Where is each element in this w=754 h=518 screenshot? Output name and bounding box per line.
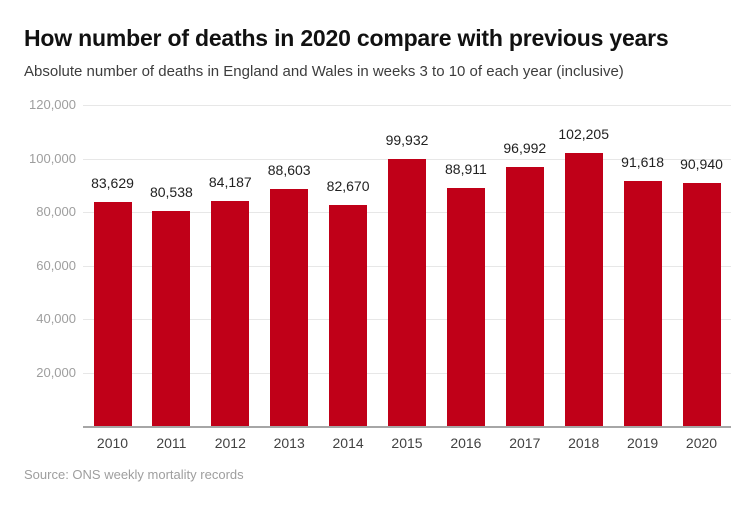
chart-title: How number of deaths in 2020 compare wit… [24,25,669,51]
bar [270,189,309,426]
bar-value-label: 80,538 [149,184,193,200]
bar-value-label: 90,940 [680,156,723,172]
bar-value-label: 102,205 [558,126,609,142]
gridline [83,105,731,106]
x-tick-label: 2010 [96,435,129,451]
x-tick-label: 2016 [450,435,482,451]
y-tick-label: 80,000 [36,204,76,219]
bar-value-label: 88,603 [267,162,311,178]
y-tick-label: 100,000 [29,150,76,166]
bar-value-label: 96,992 [503,140,547,156]
y-tick-label: 60,000 [36,257,76,273]
y-tick-label: 120,000 [29,97,76,112]
x-tick-label: 2013 [273,435,305,451]
chart-subtitle: Absolute number of deaths in England and… [24,63,624,80]
x-tick-label: 2014 [332,435,364,451]
x-tick-label: 2012 [214,435,246,451]
bar [682,183,721,426]
x-tick-label: 2015 [391,435,423,451]
source-note: Source: ONS weekly mortality records [24,467,244,482]
bar-value-label: 91,618 [621,154,664,170]
bar [623,181,662,426]
bar [446,188,485,426]
x-tick-label: 2011 [156,435,187,451]
bar [93,202,132,426]
x-tick-label: 2019 [627,435,659,451]
bar-value-label: 82,670 [326,178,370,194]
bar [152,211,191,426]
x-tick-label: 2017 [509,435,541,451]
y-tick-label: 20,000 [36,364,76,380]
bar [211,201,250,426]
y-tick-label: 40,000 [36,311,76,326]
x-tick-label: 2018 [568,435,600,451]
bar-value-label: 88,911 [445,161,487,177]
bar [564,153,603,426]
bar [505,167,544,426]
x-tick-label: 2020 [685,435,718,451]
x-axis-line [83,426,731,428]
bar-value-label: 84,187 [208,174,252,190]
bar [329,205,368,426]
bar-value-label: 99,932 [385,132,429,148]
bar-value-label: 83,629 [91,175,134,191]
bar [388,159,426,426]
